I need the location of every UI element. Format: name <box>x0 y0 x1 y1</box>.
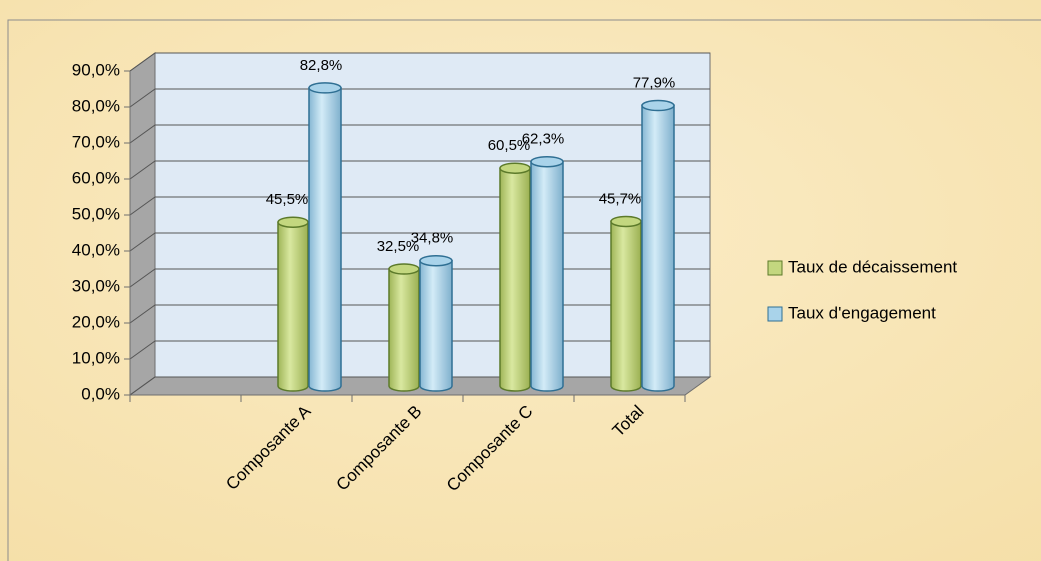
bar-top <box>308 82 342 94</box>
legend-label: Taux de décaissement <box>788 257 957 276</box>
bar-top <box>641 99 675 112</box>
legend-swatch <box>767 306 783 322</box>
bar <box>641 104 675 392</box>
y-tick-label: 20,0% <box>72 312 120 331</box>
frame <box>7 19 1041 561</box>
grid-line <box>129 88 710 108</box>
value-label: 62,3% <box>522 131 565 148</box>
bar-top <box>499 162 531 174</box>
legend-swatch <box>767 260 783 276</box>
value-label: 45,7% <box>599 190 642 207</box>
value-label: 45,5% <box>266 191 309 208</box>
value-label: 77,9% <box>633 75 676 92</box>
bar <box>499 167 531 392</box>
y-tick-label: 40,0% <box>72 240 120 259</box>
y-tick-label: 50,0% <box>72 204 120 223</box>
y-tick-label: 0,0% <box>81 384 120 403</box>
bar-top <box>277 216 309 228</box>
bar <box>277 221 309 392</box>
y-tick-label: 90,0% <box>72 60 120 79</box>
bar <box>610 220 642 392</box>
bar-top <box>610 215 642 228</box>
bar-top <box>530 155 564 168</box>
bar-top <box>388 263 420 275</box>
y-tick-label: 70,0% <box>72 132 120 151</box>
bar-top <box>419 254 453 267</box>
bar <box>388 268 420 392</box>
bar <box>419 259 453 392</box>
grid-line <box>129 124 710 144</box>
grid-line <box>129 160 710 180</box>
value-label: 34,8% <box>411 230 454 247</box>
y-tick-label: 30,0% <box>72 276 120 295</box>
y-tick-label: 10,0% <box>72 348 120 367</box>
y-tick-label: 80,0% <box>72 96 120 115</box>
bar <box>308 87 342 392</box>
bar <box>530 160 564 392</box>
value-label: 82,8% <box>300 57 343 74</box>
value-label: 60,5% <box>488 137 531 154</box>
y-tick-label: 60,0% <box>72 168 120 187</box>
legend-label: Taux d'engagement <box>788 303 936 322</box>
value-label: 32,5% <box>377 238 420 255</box>
grid-line <box>129 52 710 72</box>
